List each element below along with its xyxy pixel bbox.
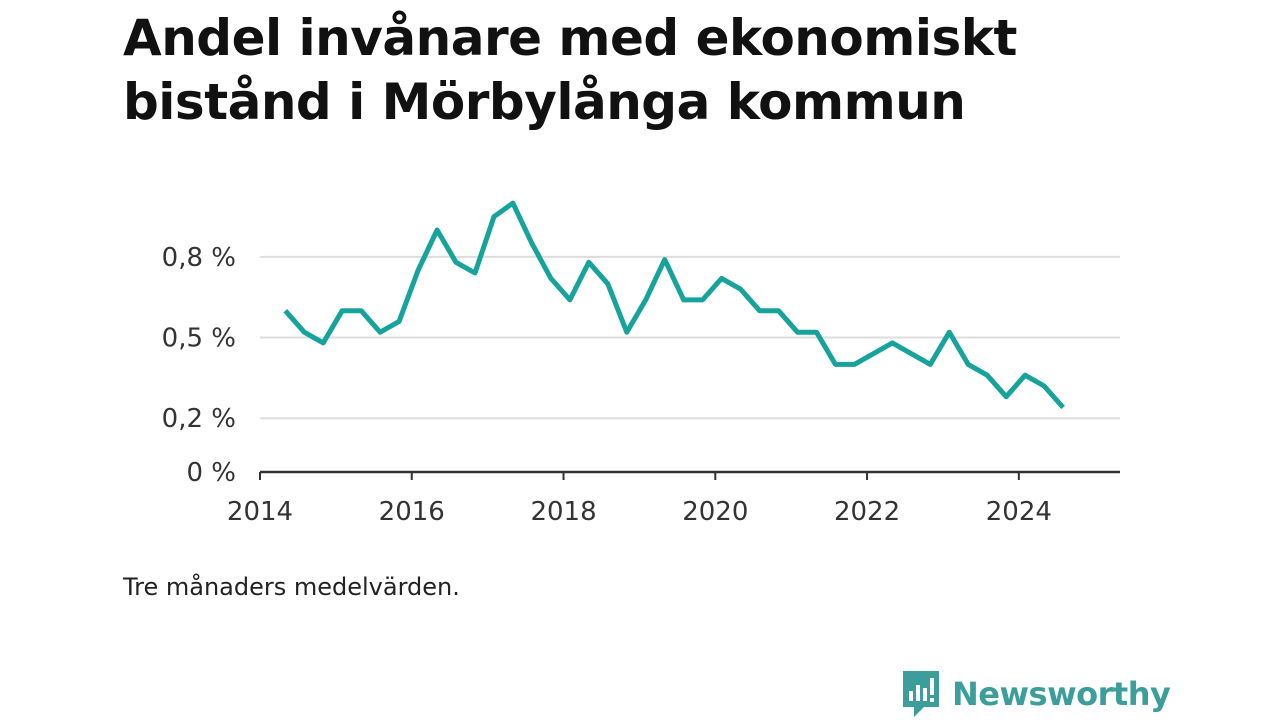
brand-name: Newsworthy [952, 675, 1171, 713]
series-line [283, 200, 1065, 410]
x-tick-label: 2024 [986, 497, 1052, 527]
x-axis: 0 % 0,2 % 0,5 % 0,8 % 2014 2016 2018 2020 2022 20… [162, 243, 1120, 527]
x-tick-label: 2016 [379, 497, 445, 527]
x-tick-label: 2014 [227, 497, 293, 527]
y-tick-label: 0,2 % [162, 404, 236, 434]
y-tick-label: 0,8 % [162, 243, 236, 273]
newsworthy-logo-icon [903, 671, 939, 717]
chart-caption: Tre månaders medelvärden. [123, 573, 460, 601]
x-tick-label: 2022 [834, 497, 900, 527]
grid-lines [260, 255, 1120, 420]
line-chart: 0 % 0,2 % 0,5 % 0,8 % 2014 2016 2018 2020 2022 20… [162, 200, 1120, 527]
newsworthy-brand[interactable]: Newsworthy [900, 668, 1171, 720]
y-tick-label: 0,5 % [162, 324, 236, 354]
x-tick-label: 2018 [530, 497, 596, 527]
x-tick-label: 2020 [682, 497, 748, 527]
chart-title: Andel invånare med ekonomiskt bistånd i … [123, 9, 1017, 131]
y-tick-label: 0 % [186, 458, 236, 488]
series-layer [283, 200, 1065, 410]
